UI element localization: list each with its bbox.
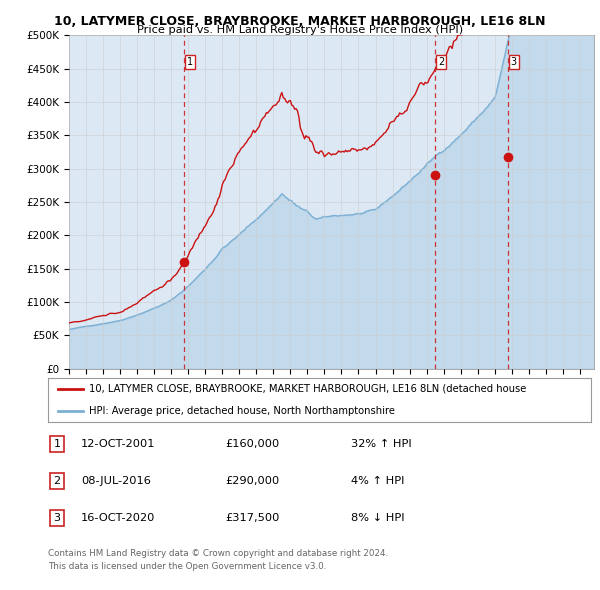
Text: Price paid vs. HM Land Registry's House Price Index (HPI): Price paid vs. HM Land Registry's House … (137, 25, 463, 35)
Text: 2: 2 (438, 57, 444, 67)
Text: 8% ↓ HPI: 8% ↓ HPI (351, 513, 404, 523)
Text: 3: 3 (511, 57, 517, 67)
Text: £317,500: £317,500 (225, 513, 280, 523)
Text: Contains HM Land Registry data © Crown copyright and database right 2024.: Contains HM Land Registry data © Crown c… (48, 549, 388, 558)
Text: £290,000: £290,000 (225, 476, 279, 486)
Text: 08-JUL-2016: 08-JUL-2016 (81, 476, 151, 486)
Text: 10, LATYMER CLOSE, BRAYBROOKE, MARKET HARBOROUGH, LE16 8LN (detached house: 10, LATYMER CLOSE, BRAYBROOKE, MARKET HA… (89, 384, 526, 394)
Text: 2: 2 (53, 476, 61, 486)
Text: 32% ↑ HPI: 32% ↑ HPI (351, 439, 412, 448)
Text: 1: 1 (187, 57, 193, 67)
Text: 12-OCT-2001: 12-OCT-2001 (81, 439, 155, 448)
Text: HPI: Average price, detached house, North Northamptonshire: HPI: Average price, detached house, Nort… (89, 406, 395, 416)
Text: 10, LATYMER CLOSE, BRAYBROOKE, MARKET HARBOROUGH, LE16 8LN: 10, LATYMER CLOSE, BRAYBROOKE, MARKET HA… (54, 15, 546, 28)
Text: 16-OCT-2020: 16-OCT-2020 (81, 513, 155, 523)
Text: 3: 3 (53, 513, 61, 523)
Text: 1: 1 (53, 439, 61, 448)
Text: This data is licensed under the Open Government Licence v3.0.: This data is licensed under the Open Gov… (48, 562, 326, 571)
Text: £160,000: £160,000 (225, 439, 279, 448)
Text: 4% ↑ HPI: 4% ↑ HPI (351, 476, 404, 486)
